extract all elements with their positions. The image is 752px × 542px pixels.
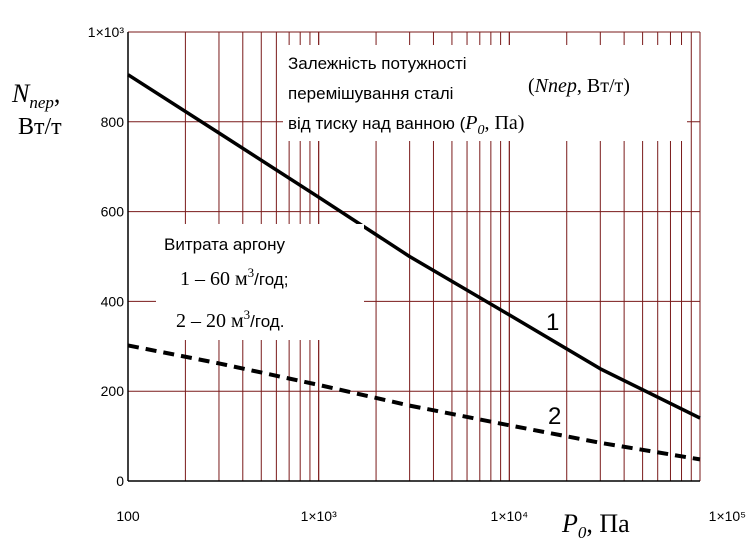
x-tick-label: 100 [116, 508, 140, 524]
series-line-2 [127, 343, 701, 462]
annotation-line-2: перемішування сталі [288, 84, 453, 103]
y-tick-label: 0 [116, 473, 124, 489]
y-tick-label: 400 [101, 293, 125, 309]
x-axis-label: P0, Па [561, 509, 630, 542]
y-tick-label: 800 [101, 114, 125, 130]
series-line-1 [127, 73, 701, 420]
annotation-line-3: від тиску над ванною (P0, Па) [288, 112, 524, 138]
legend-item-1: 1 – 60 м3/год; [180, 265, 288, 290]
annotation-line-2b: (Nпер, Вт/т) [528, 75, 630, 97]
annotation-box-bg [283, 45, 687, 141]
axes [127, 32, 700, 482]
y-axis-unit: Вт/т [18, 114, 62, 140]
series-lines [127, 73, 701, 462]
curve-label-1-bg [544, 306, 564, 332]
curve-label-2: 2 [548, 403, 561, 430]
y-tick-label: 600 [101, 204, 125, 220]
legend-box-bg [156, 224, 364, 340]
y-tick-label: 1×10³ [88, 24, 125, 40]
curve-label-2-bg [546, 400, 566, 426]
y-tick-label: 200 [101, 383, 125, 399]
annotation-line-1: Залежність потужності [288, 54, 467, 73]
x-tick-label: 1×10⁵ [709, 508, 746, 524]
x-tick-label: 1×10³ [301, 508, 338, 524]
x-tick-label: 1×10⁴ [491, 508, 529, 524]
tick-labels: 0 200 400 600 800 1×10³ 100 1×10³ 1×10⁴ 1×10⁵ [88, 24, 746, 524]
y-axis-label: Nпер, [11, 79, 60, 112]
legend-item-2: 2 – 20 м3/год. [176, 307, 284, 332]
curve-label-1: 1 [546, 309, 559, 336]
legend-title: Витрата аргону [164, 235, 286, 254]
